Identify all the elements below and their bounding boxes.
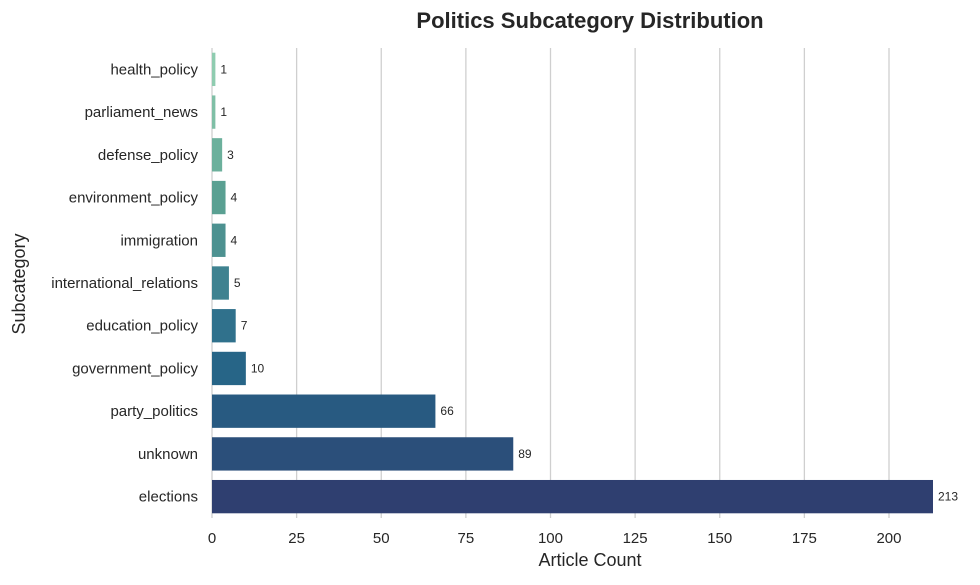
x-tick-label: 50 [373,530,390,547]
value-label: 1 [220,62,227,76]
value-labels: 1 1 3 4 4 5 7 10 66 89 213 [220,62,958,503]
y-axis-label: Subcategory [9,233,29,334]
x-tick-label: 175 [792,530,817,547]
bar-defense-policy [212,138,223,172]
bar-parliament-news [212,95,216,129]
y-tick-label: environment_policy [69,190,199,207]
value-label: 89 [518,447,532,461]
bar-party-politics [212,394,436,428]
value-label: 4 [231,191,238,205]
value-label: 213 [938,490,958,504]
x-tick-label: 75 [458,530,475,547]
y-tick-label: education_policy [86,318,198,335]
y-tick-label: health_policy [110,61,198,78]
y-tick-label: defense_policy [98,147,199,164]
y-tick-label: party_politics [110,403,198,420]
bar-government-policy [212,351,246,386]
x-axis-label: Article Count [538,550,641,570]
y-tick-label: international_relations [51,275,198,292]
x-tick-label: 100 [538,530,563,547]
bar-international-relations [212,266,229,300]
value-label: 3 [227,148,234,162]
y-tick-label: parliament_news [85,104,198,121]
bar-unknown [212,437,514,471]
x-tick-label: 125 [623,530,648,547]
value-label: 7 [241,319,248,333]
value-label: 10 [251,361,265,375]
x-tick-label: 0 [208,530,216,547]
x-tick-label: 25 [288,530,305,547]
value-label: 4 [231,233,238,247]
value-label: 66 [440,404,454,418]
bar-elections [212,479,933,514]
value-label: 5 [234,276,241,290]
x-tick-label: 150 [707,530,732,547]
y-tick-label: elections [139,489,198,506]
y-axis-ticks: health_policy parliament_news defense_poli… [51,61,198,505]
y-tick-label: unknown [138,446,198,463]
bar-health-policy [212,52,216,87]
bars [212,52,933,514]
chart-title: Politics Subcategory Distribution [416,8,763,33]
value-label: 1 [220,105,227,119]
y-tick-label: immigration [120,232,198,249]
x-tick-label: 200 [876,530,901,547]
bar-immigration [212,223,226,257]
x-axis-ticks: 0 25 50 75 100 125 150 175 200 [208,530,902,547]
y-tick-label: government_policy [72,360,198,377]
gridlines [211,48,890,518]
bar-environment-policy [212,180,226,215]
bar-education-policy [212,309,236,343]
